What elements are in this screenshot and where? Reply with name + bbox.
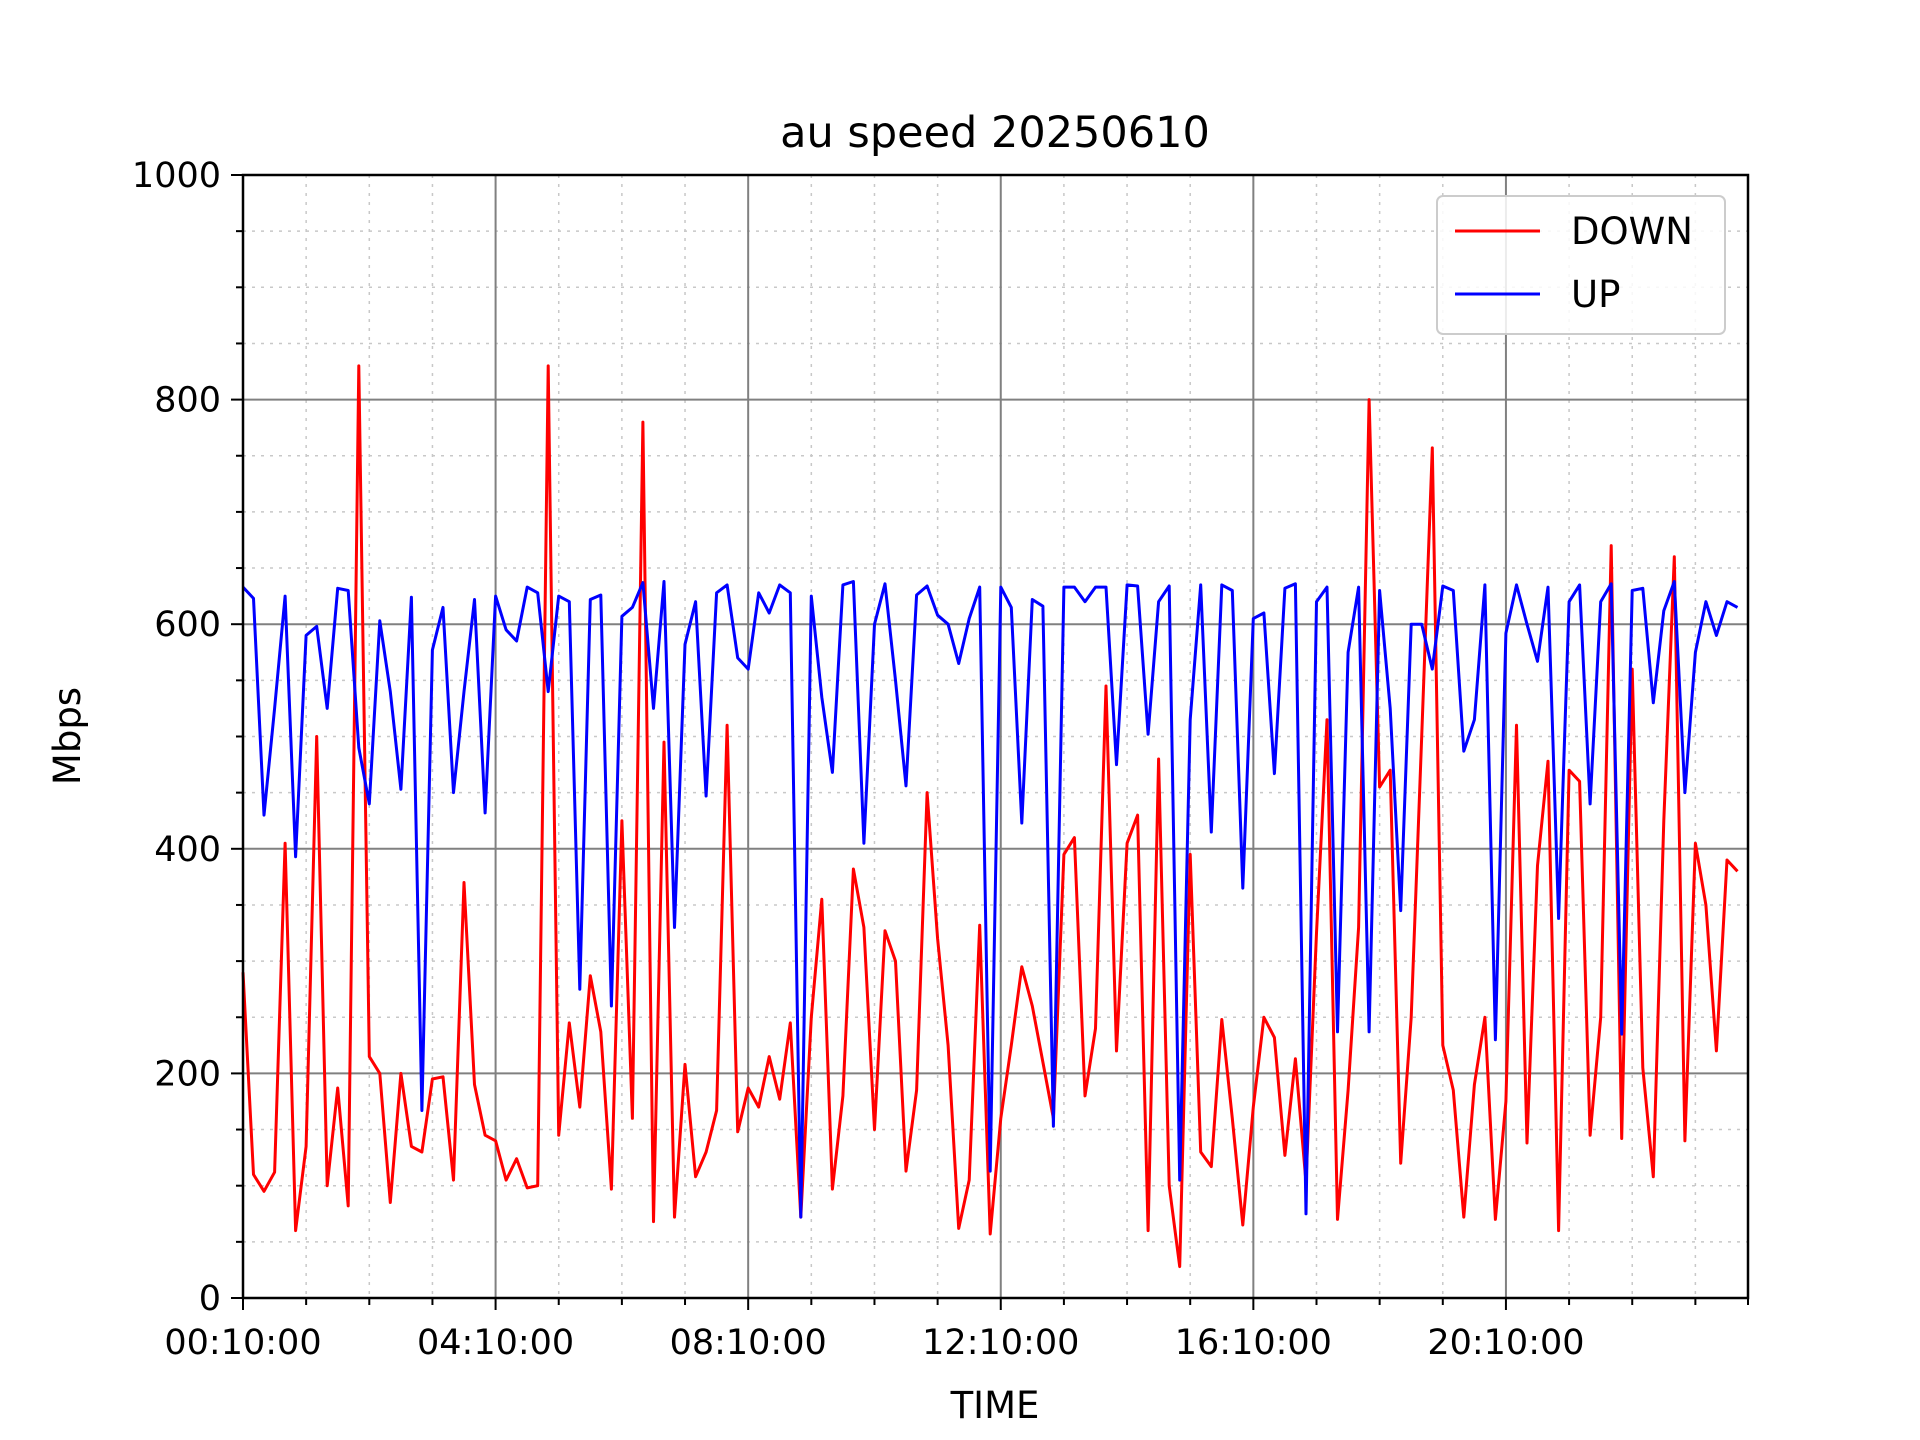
x-tick-label: 20:10:00 (1427, 1323, 1584, 1363)
y-tick-label: 600 (154, 605, 221, 645)
x-tick-label: 12:10:00 (922, 1323, 1079, 1363)
chart-title: au speed 20250610 (780, 108, 1210, 158)
y-tick-label: 0 (199, 1279, 221, 1319)
axis-ticks (231, 174, 1749, 1310)
y-tick-label: 400 (154, 830, 221, 870)
legend-label-up: UP (1571, 273, 1620, 316)
x-tick-label: 04:10:00 (417, 1323, 574, 1363)
y-tick-label: 800 (154, 381, 221, 421)
series-line-up (241, 580, 1739, 1219)
tick-labels: 00:10:00 04:10:00 08:10:00 12:10:00 16:10:00… (132, 156, 1585, 1363)
y-tick-label: 200 (154, 1054, 221, 1094)
x-tick-label: 00:10:00 (164, 1323, 321, 1363)
series-line-down (241, 364, 1739, 1269)
x-tick-label: 08:10:00 (670, 1323, 827, 1363)
legend-label-down: DOWN (1571, 210, 1693, 253)
y-axis-title: Mbps (46, 687, 89, 785)
y-tick-label: 1000 (132, 156, 221, 196)
legend: DOWN UP (1436, 195, 1726, 335)
series-layer (241, 364, 1739, 1269)
x-axis-title: TIME (950, 1384, 1040, 1427)
x-tick-label: 16:10:00 (1175, 1323, 1332, 1363)
